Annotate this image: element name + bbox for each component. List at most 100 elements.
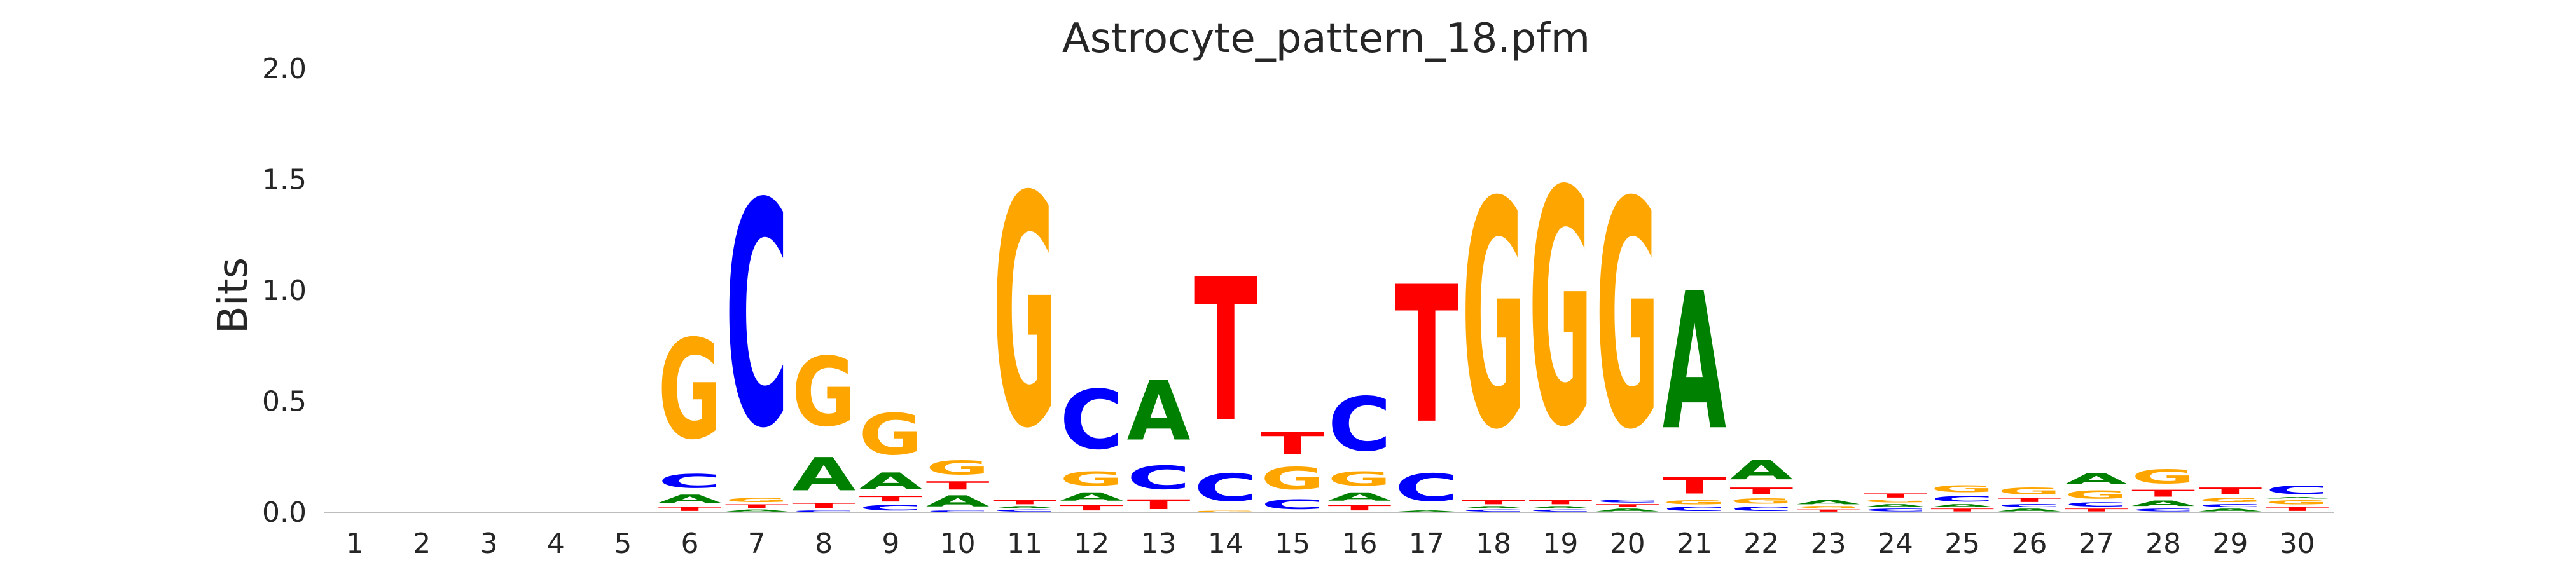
logo-letter-C: C	[1596, 499, 1659, 503]
logo-letter-A: A	[1864, 503, 1927, 508]
y-tick-label: 0.0	[262, 496, 307, 529]
logo-letter-T: T	[1060, 503, 1123, 512]
logo-letter-C: C	[792, 510, 855, 512]
x-tick-label: 1	[346, 528, 364, 560]
logo-letter-G: G	[658, 311, 722, 470]
logo-letter-G: G	[1060, 468, 1123, 490]
logo-letter-C: C	[1462, 509, 1525, 512]
logo-letter-T: T	[1528, 499, 1592, 505]
x-tick-label: 21	[1677, 528, 1712, 560]
x-tick-label: 29	[2212, 528, 2248, 560]
y-tick-label: 1.5	[262, 164, 307, 196]
logo-letter-C: C	[926, 510, 990, 512]
logo-letter-C: C	[2266, 484, 2329, 497]
x-tick-label: 2	[413, 528, 431, 560]
x-tick-label: 6	[681, 528, 699, 560]
x-tick-label: 27	[2079, 528, 2114, 560]
x-tick-label: 30	[2280, 528, 2315, 560]
x-tick-label: 5	[614, 528, 632, 560]
logo-letter-A: A	[1729, 454, 1793, 486]
logo-letter-A: A	[792, 448, 855, 501]
logo-letter-T: T	[859, 494, 922, 503]
logo-stacks: TACGATGCCTAGCTAGCATGCATGTAGCTCAGCTCGTTAG…	[658, 123, 2330, 512]
logo-letter-G: G	[1261, 461, 1324, 497]
logo-letter-A: A	[1930, 503, 1994, 508]
logo-letter-G: G	[1328, 468, 1392, 490]
x-tick-label: 25	[1944, 528, 1980, 560]
logo-letter-C: C	[859, 503, 922, 512]
logo-letter-G: G	[1528, 123, 1592, 498]
x-tick-label: 23	[1811, 528, 1846, 560]
logo-letter-G: G	[725, 497, 789, 503]
logo-letter-A: A	[725, 509, 789, 512]
logo-letter-T: T	[1127, 497, 1191, 512]
x-tick-label: 3	[480, 528, 498, 560]
logo-letter-T: T	[2198, 486, 2262, 496]
logo-letter-T: T	[1328, 503, 1392, 512]
x-tick-label: 16	[1342, 528, 1378, 560]
x-tick-label: 13	[1141, 528, 1177, 560]
logo-letter-G: G	[1998, 486, 2061, 496]
logo-letter-G: G	[859, 402, 922, 468]
logo-letter-A: A	[859, 468, 922, 495]
logo-letter-T: T	[725, 503, 789, 509]
logo-letter-A: A	[2266, 497, 2329, 499]
logo-letter-T: T	[926, 479, 990, 493]
logo-letter-T: T	[658, 506, 722, 512]
x-tick-label: 24	[1878, 528, 1913, 560]
x-tick-label: 19	[1542, 528, 1578, 560]
logo-letter-G: G	[1797, 506, 1860, 509]
logo-letter-A: A	[658, 493, 722, 506]
logo-letter-G: G	[926, 457, 990, 479]
logo-letter-C: C	[1328, 381, 1392, 468]
logo-letter-C: C	[1528, 509, 1592, 512]
logo-letter-A: A	[1998, 508, 2061, 512]
x-tick-label: 26	[2012, 528, 2047, 560]
logo-letter-T: T	[993, 499, 1056, 505]
logo-letter-T: T	[2131, 488, 2195, 499]
logo-letter-A: A	[1528, 506, 1592, 509]
logo-letter-T: T	[1261, 426, 1324, 461]
logo-letter-T: T	[1194, 238, 1257, 465]
logo-letter-G: G	[1930, 484, 1994, 494]
x-tick-label: 11	[1007, 528, 1042, 560]
logo-letter-G: G	[1596, 137, 1659, 499]
logo-letter-C: C	[993, 509, 1056, 512]
logo-letter-T: T	[1998, 497, 2061, 503]
x-tick-label: 10	[940, 528, 976, 560]
x-axis-ticks: 1 2 3 4 5 6 7 8 9 10 11 12 13 14 15 16 17 18 19 20 21 22 23 24 2…	[346, 528, 2315, 560]
chart-title: Astrocyte_pattern_18.pfm	[1062, 15, 1590, 62]
logo-letter-T: T	[1864, 493, 1927, 499]
logo-letter-G: G	[993, 129, 1056, 498]
logo-letter-C: C	[1930, 494, 1994, 503]
logo-letter-G: G	[2266, 499, 2329, 505]
logo-letter-A: A	[1328, 490, 1392, 503]
logo-letter-A: A	[2065, 470, 2128, 488]
logo-letter-C: C	[1663, 506, 1726, 512]
y-axis-ticks: 0.0 0.5 1.0 1.5 2.0	[262, 53, 307, 529]
y-axis-label: Bits	[210, 257, 257, 334]
logo-letter-C: C	[1729, 506, 1793, 512]
x-tick-label: 12	[1074, 528, 1109, 560]
logo-letter-T: T	[1395, 247, 1458, 465]
logo-letter-G: G	[2065, 488, 2128, 501]
x-tick-label: 8	[815, 528, 833, 560]
logo-letter-C: C	[1060, 373, 1123, 468]
x-tick-label: 17	[1409, 528, 1444, 560]
logo-letter-C: C	[1864, 508, 1927, 512]
logo-letter-C: C	[2198, 503, 2262, 508]
logo-letter-C: C	[2131, 508, 2195, 512]
x-tick-label: 7	[748, 528, 766, 560]
logo-letter-T: T	[792, 501, 855, 510]
logo-letter-G: G	[2198, 497, 2262, 503]
logo-letter-C: C	[725, 137, 789, 496]
logo-letter-G: G	[792, 338, 855, 448]
y-tick-label: 1.0	[262, 275, 307, 307]
logo-letter-G: G	[1729, 497, 1793, 506]
logo-letter-A: A	[1060, 490, 1123, 503]
logo-letter-A: A	[926, 493, 990, 510]
logo-letter-C: C	[1395, 466, 1458, 510]
x-tick-label: 28	[2145, 528, 2181, 560]
logo-letter-A: A	[2198, 508, 2262, 512]
y-tick-label: 0.5	[262, 386, 307, 418]
